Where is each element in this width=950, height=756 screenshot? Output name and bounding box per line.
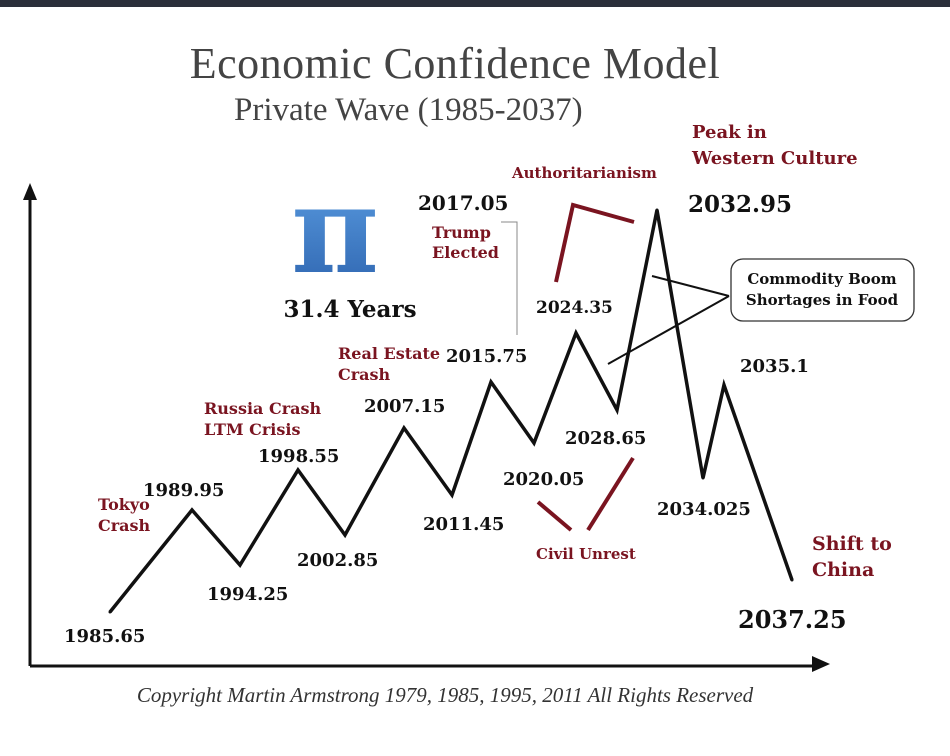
callout-text-line-1: Commodity Boom: [747, 270, 896, 288]
annotation-2-line-2: LTM Crisis: [204, 420, 300, 439]
point-label-13: 2034.025: [657, 499, 751, 520]
point-label-2017: 2017.05: [418, 191, 508, 215]
annotation-6-line-1: Peak in: [692, 122, 767, 143]
top-border-bar: [0, 0, 950, 7]
pi-symbol-icon: π: [291, 160, 379, 301]
point-label-9: 2020.05: [503, 469, 584, 490]
wave-point-4: [296, 468, 300, 472]
annotation-7-line-1: Civil Unrest: [536, 545, 636, 563]
wave-point-1: [108, 610, 112, 614]
point-label-8: 2015.75: [446, 346, 527, 367]
callout-box: [730, 258, 915, 322]
pi-caption: 31.4 Years: [283, 296, 416, 323]
wave-point-7: [450, 493, 454, 497]
annotation-4-line-2: Elected: [432, 243, 499, 262]
wave-point-3: [238, 563, 242, 567]
civil-unrest-mark-left: [536, 500, 573, 532]
wave-point-8: [489, 380, 493, 384]
wave-point-15: [790, 578, 794, 582]
chart-subtitle: Private Wave (1985-2037): [234, 92, 583, 128]
x-axis-arrow: [812, 656, 830, 672]
chart-title: Economic Confidence Model: [189, 39, 721, 88]
point-label-3: 1994.25: [207, 584, 288, 605]
wave-point-10: [574, 331, 578, 335]
annotation-3-line-1: Real Estate: [338, 344, 440, 363]
annotation-5-line-1: Authoritarianism: [511, 164, 657, 182]
annotation-2-line-1: Russia Crash: [204, 399, 322, 418]
copyright-text: Copyright Martin Armstrong 1979, 1985, 1…: [136, 683, 754, 707]
wave-point-6: [402, 426, 406, 430]
y-axis-arrow: [23, 183, 37, 200]
annotation-4-line-1: Trump: [432, 223, 491, 242]
callout-pointer-1: [651, 275, 730, 297]
wave-point-13: [701, 476, 705, 480]
point-label-12: 2032.95: [688, 191, 792, 218]
wave-point-11: [615, 408, 619, 412]
point-label-15: 2037.25: [738, 605, 847, 634]
point-label-5: 2002.85: [297, 550, 378, 571]
point-label-10: 2024.35: [536, 298, 613, 318]
point-label-14: 2035.1: [740, 356, 809, 377]
annotation-6-line-2: Western Culture: [691, 148, 858, 169]
annotation-8-line-1: Shift to: [812, 533, 892, 555]
annotation-8-line-2: China: [812, 559, 874, 581]
trump-pointer-line: [501, 221, 518, 335]
annotation-1-line-2: Crash: [98, 516, 151, 535]
callout-text-line-2: Shortages in Food: [746, 291, 899, 309]
point-label-2: 1989.95: [143, 480, 224, 501]
annotation-1-line-1: Tokyo: [98, 495, 150, 514]
wave-point-14: [722, 383, 726, 387]
point-label-4: 1998.55: [258, 446, 339, 467]
point-label-6: 2007.15: [364, 396, 445, 417]
callout-pointer-2: [607, 295, 730, 365]
wave-point-12: [655, 208, 659, 212]
point-label-1: 1985.65: [64, 626, 145, 647]
point-label-11: 2028.65: [565, 428, 646, 449]
civil-unrest-mark-right: [586, 456, 635, 532]
wave-point-9: [532, 441, 536, 445]
authoritarianism-mark: [554, 202, 635, 283]
wave-point-5: [343, 533, 347, 537]
wave-point-2: [190, 508, 194, 512]
point-label-7: 2011.45: [423, 514, 504, 535]
annotation-3-line-2: Crash: [338, 365, 391, 384]
